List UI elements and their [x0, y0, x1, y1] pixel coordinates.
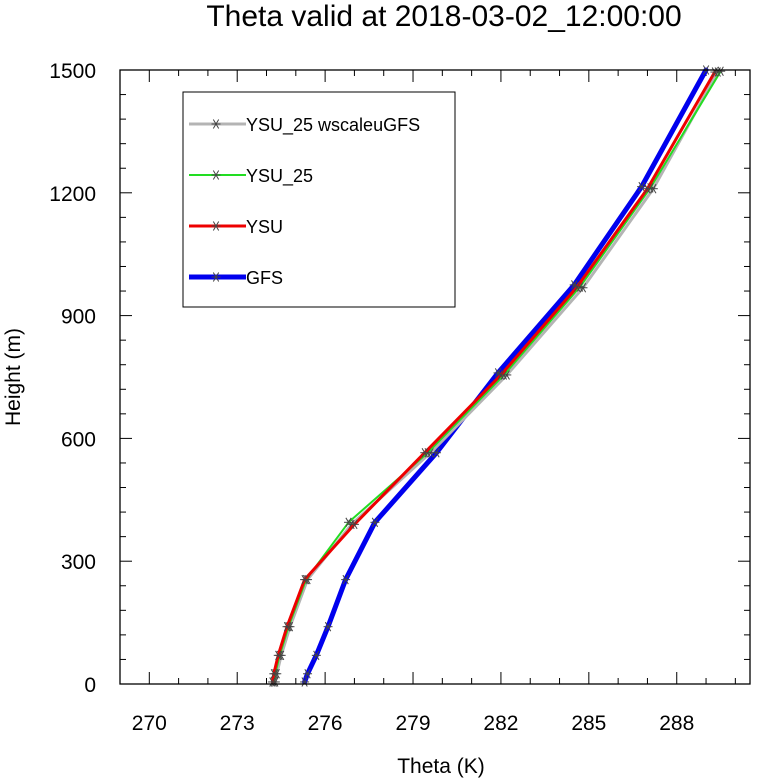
data-point	[496, 370, 506, 380]
data-point	[211, 221, 221, 231]
data-point	[269, 669, 279, 679]
legend-label: YSU_25	[246, 166, 313, 187]
legend: YSU_25 wscaleuGFS YSU_25 YSU GFS	[182, 91, 456, 308]
y-tick-label: 0	[84, 674, 96, 697]
data-point	[303, 669, 313, 679]
axis-ticks	[119, 69, 750, 685]
x-tick-label: 270	[132, 712, 167, 735]
data-point	[710, 67, 720, 77]
series-gfs	[300, 65, 711, 687]
y-tick-label: 600	[61, 428, 96, 451]
legend-label: YSU	[246, 217, 283, 237]
series-layer	[267, 65, 726, 687]
legend-item: YSU	[189, 217, 283, 237]
x-tick-label: 282	[483, 712, 518, 735]
y-tick-labels: 0 300 600 900 1200 1500	[49, 60, 96, 697]
x-axis-label: Theta (K)	[397, 755, 485, 778]
x-tick-label: 273	[220, 712, 255, 735]
chart-title: Theta valid at 2018-03-02_12:00:00	[206, 0, 681, 33]
x-tick-labels: 270 273 276 279 282 285 288	[132, 712, 694, 735]
data-point	[267, 677, 277, 687]
data-point	[370, 517, 380, 528]
data-point	[300, 574, 310, 585]
legend-label: YSU_25 wscaleuGFS	[246, 115, 420, 136]
data-point	[420, 447, 430, 458]
x-tick-label: 285	[571, 712, 606, 735]
plot-frame	[119, 69, 751, 685]
data-point	[323, 621, 333, 632]
legend-box	[182, 91, 456, 308]
data-point	[642, 183, 652, 194]
series-ysu	[267, 67, 720, 687]
x-tick-label: 279	[395, 712, 430, 735]
y-tick-label: 1500	[49, 60, 96, 83]
data-point	[300, 677, 310, 687]
data-point	[344, 517, 354, 528]
x-tick-label: 276	[308, 712, 343, 735]
data-point	[211, 170, 221, 180]
legend-label: GFS	[246, 268, 283, 288]
data-point	[211, 119, 221, 129]
data-point	[349, 519, 359, 530]
legend-item: GFS	[189, 268, 283, 288]
data-point	[273, 650, 283, 661]
data-point	[311, 650, 321, 661]
y-tick-label: 900	[61, 306, 96, 329]
data-point	[637, 181, 647, 192]
data-point	[716, 66, 726, 76]
data-point	[341, 574, 351, 585]
legend-item: YSU_25	[189, 166, 313, 187]
x-tick-label: 288	[659, 712, 694, 735]
y-axis-label: Height (m)	[2, 328, 25, 426]
y-tick-label: 300	[61, 551, 96, 574]
legend-item: YSU_25 wscaleuGFS	[189, 115, 420, 136]
data-point	[282, 621, 292, 632]
data-point	[572, 282, 582, 292]
data-point	[211, 272, 221, 282]
y-tick-label: 1200	[49, 183, 96, 206]
